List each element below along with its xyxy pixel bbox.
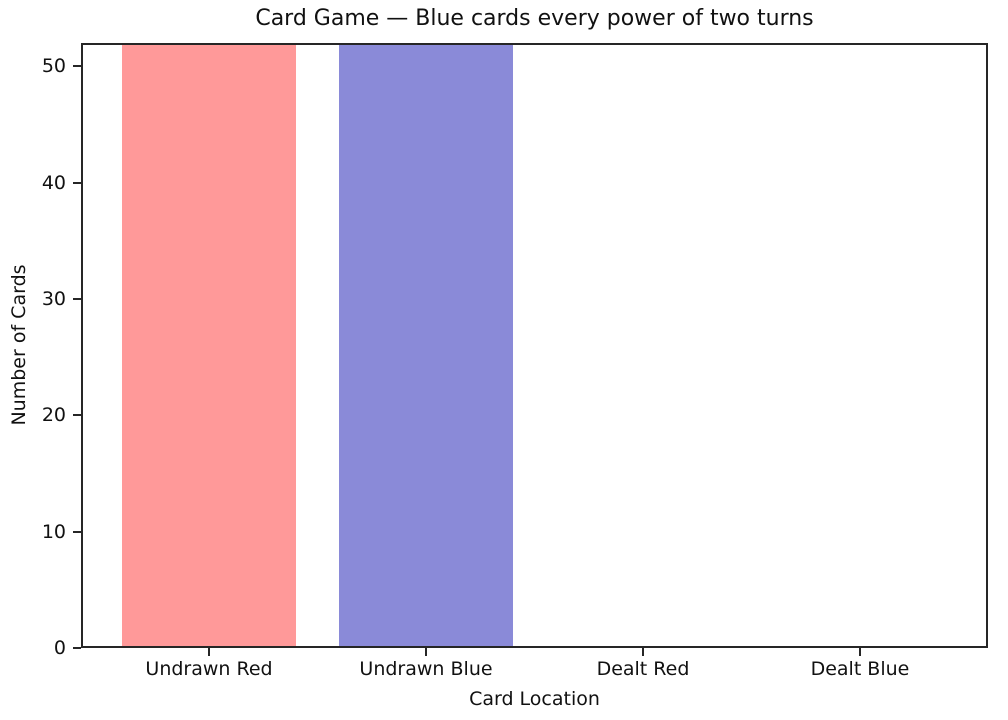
x-tick-label-dealt-blue: Dealt Blue <box>810 658 910 680</box>
y-tick-30 <box>73 297 81 300</box>
y-tick-label-20: 20 <box>41 404 66 427</box>
y-tick-label-10: 10 <box>41 520 66 543</box>
x-tick-dealt-blue <box>858 648 861 656</box>
x-tick-undrawn-red <box>208 648 211 656</box>
plot-area <box>81 43 988 648</box>
plot-inner <box>83 45 986 646</box>
bar-undrawn-red <box>122 45 296 646</box>
y-tick-label-40: 40 <box>41 171 66 194</box>
x-tick-label-undrawn-blue: Undrawn Blue <box>359 658 493 680</box>
chart-title: Card Game — Blue cards every power of tw… <box>255 6 814 31</box>
y-tick-label-30: 30 <box>41 287 66 310</box>
x-axis-label: Card Location <box>469 688 600 710</box>
y-tick-0 <box>73 647 81 649</box>
x-tick-dealt-red <box>641 648 644 656</box>
y-tick-40 <box>73 181 81 184</box>
y-tick-20 <box>73 414 81 417</box>
bar-undrawn-blue <box>339 45 513 646</box>
y-tick-label-0: 0 <box>53 637 66 659</box>
y-tick-label-50: 50 <box>41 55 66 78</box>
y-tick-10 <box>73 530 81 533</box>
y-tick-50 <box>73 65 81 68</box>
x-tick-label-dealt-red: Dealt Red <box>596 658 690 680</box>
x-tick-undrawn-blue <box>425 648 427 656</box>
x-tick-label-undrawn-red: Undrawn Red <box>145 658 273 680</box>
